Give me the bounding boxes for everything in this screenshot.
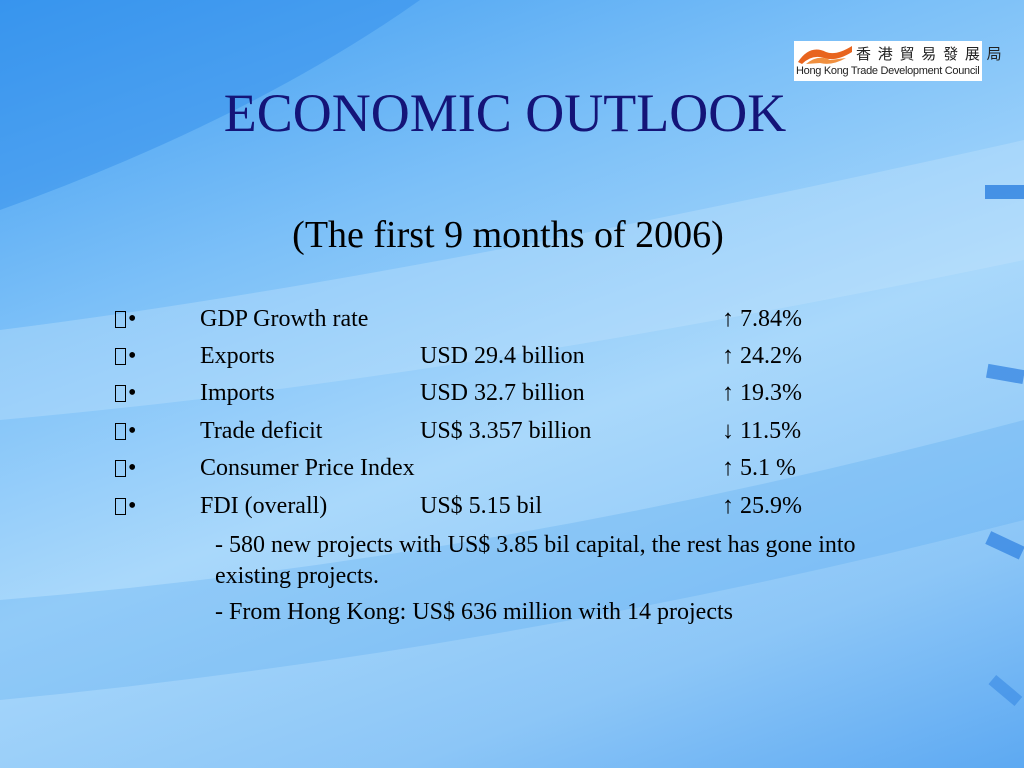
missing-glyph-box (115, 423, 126, 440)
indicator-value: US$ 3.357 billion (420, 418, 592, 444)
indicator-label: FDI (overall) (200, 493, 328, 519)
indicator-row: • Trade deficit US$ 3.357 billion ↓ 11.5% (0, 418, 900, 448)
indicator-label: Imports (200, 380, 275, 406)
missing-glyph-box (115, 311, 126, 328)
indicator-row: • Consumer Price Index ↑ 5.1 % (0, 455, 900, 485)
bullet: • (128, 306, 137, 332)
bullet: • (128, 343, 137, 369)
indicator-change: ↑ 25.9% (722, 493, 802, 519)
indicator-row: • Imports USD 32.7 billion ↑ 19.3% (0, 380, 900, 410)
missing-glyph-box (115, 460, 126, 477)
logo-chinese: 香 港 貿 易 發 展 局 (856, 45, 1003, 63)
indicator-label: Exports (200, 343, 275, 369)
logo-mark (798, 46, 852, 64)
slide-title: ECONOMIC OUTLOOK (223, 83, 787, 143)
note: - From Hong Kong: US$ 636 million with 1… (215, 599, 733, 625)
slide-subtitle: (The first 9 months of 2006) (292, 214, 724, 256)
indicator-change: ↑ 7.84% (722, 306, 802, 332)
indicator-label: GDP Growth rate (200, 306, 369, 332)
logo: 香 港 貿 易 發 展 局 Hong Kong Trade Developmen… (794, 41, 1002, 81)
indicator-row: • GDP Growth rate ↑ 7.84% (0, 306, 900, 336)
indicator-label: Trade deficit (200, 418, 323, 444)
indicator-change: ↑ 24.2% (722, 343, 802, 369)
missing-glyph-box (115, 348, 126, 365)
logo-english: Hong Kong Trade Development Council (796, 65, 980, 77)
bullet: • (128, 493, 137, 519)
indicator-change: ↑ 19.3% (722, 380, 802, 406)
missing-glyph-box (115, 385, 126, 402)
indicator-change: ↓ 11.5% (722, 418, 802, 444)
indicator-label: Consumer Price Index (200, 455, 415, 481)
indicator-value: USD 32.7 billion (420, 380, 585, 406)
indicator-row: • FDI (overall) US$ 5.15 bil ↑ 25.9% (0, 493, 900, 523)
indicator-row: • Exports USD 29.4 billion ↑ 24.2% (0, 343, 900, 373)
indicator-value: USD 29.4 billion (420, 343, 585, 369)
missing-glyph-box (115, 498, 126, 515)
bullet: • (128, 418, 137, 444)
bullet: • (128, 380, 137, 406)
indicator-value: US$ 5.15 bil (420, 493, 543, 519)
bullet: • (128, 455, 137, 481)
indicator-change: ↑ 5.1 % (722, 455, 796, 481)
note: - 580 new projects with US$ 3.85 bil cap… (215, 532, 856, 589)
